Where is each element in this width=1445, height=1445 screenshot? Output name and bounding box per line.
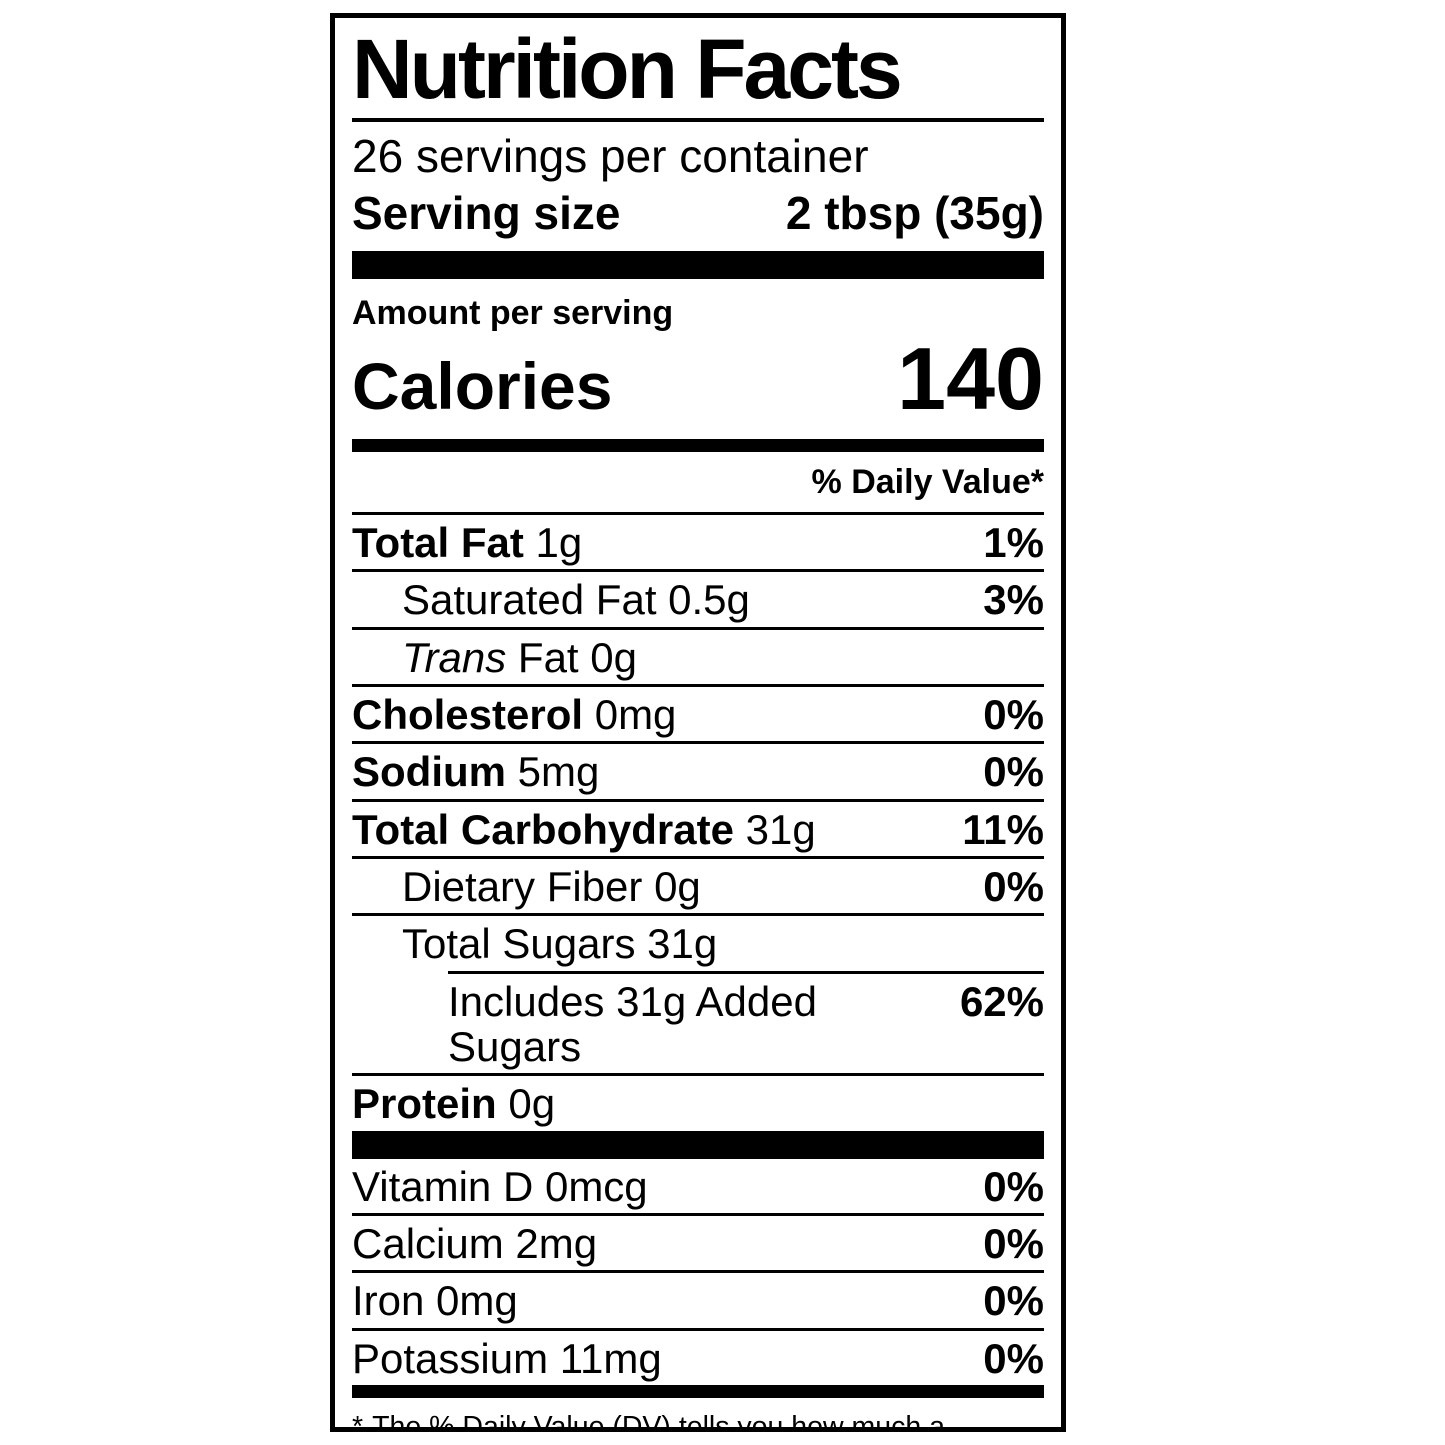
- vitamin-row-vitamin-d-0mcg: Vitamin D 0mcg 0%: [352, 1159, 1044, 1213]
- footnote-asterisk: *: [352, 1411, 364, 1432]
- nutrient-row-sodium: Sodium 5mg 0%: [352, 744, 1044, 798]
- row-daily-value: 11%: [962, 805, 1044, 853]
- row-divider: [352, 1327, 1044, 1331]
- row-label: Sodium 5mg: [352, 748, 600, 796]
- nutrition-facts-label: Nutrition Facts 26 servings per containe…: [330, 13, 1066, 1432]
- daily-value-header: % Daily Value*: [811, 462, 1044, 501]
- row-divider: [448, 970, 1044, 974]
- serving-size-row: Serving size 2 tbsp (35g): [352, 186, 1044, 240]
- row-label: Protein 0g: [352, 1080, 556, 1128]
- row-divider: [352, 798, 1044, 802]
- medium-bar-calories: [352, 438, 1044, 452]
- thick-bar-protein: [352, 1130, 1044, 1159]
- calories-row: Calories 140: [352, 328, 1044, 428]
- row-label: Dietary Fiber 0g: [402, 862, 701, 910]
- row-divider: [352, 1213, 1044, 1217]
- row-divider: [352, 683, 1044, 687]
- calories-label: Calories: [352, 348, 613, 423]
- servings-per-container: 26 servings per container: [352, 130, 869, 183]
- row-divider: [352, 569, 1044, 573]
- row-daily-value: 0%: [983, 1220, 1044, 1268]
- row-label: Saturated Fat 0.5g: [402, 576, 750, 624]
- row-label: Total Carbohydrate 31g: [352, 805, 816, 853]
- row-daily-value: 0%: [983, 1277, 1044, 1325]
- footnote-text: The % Daily Value (DV) tells you how muc…: [372, 1411, 945, 1432]
- row-label: Total Sugars 31g: [402, 920, 718, 968]
- nutrient-row-total-carbohydrate: Total Carbohydrate 31g 11%: [352, 802, 1044, 856]
- amount-per-serving-label: Amount per serving: [352, 294, 674, 333]
- footnote: * The % Daily Value (DV) tells you how m…: [352, 1398, 1044, 1432]
- row-daily-value: 0%: [983, 862, 1044, 910]
- vitamin-row-iron-0mg: Iron 0mg 0%: [352, 1273, 1044, 1327]
- vitamin-row-potassium-11mg: Potassium 11mg 0%: [352, 1331, 1044, 1385]
- row-divider: [352, 855, 1044, 859]
- nutrient-row-trans: Trans Fat 0g: [352, 630, 1044, 684]
- row-divider: [352, 626, 1044, 630]
- calories-value: 140: [897, 328, 1044, 428]
- row-daily-value: 0%: [983, 1162, 1044, 1210]
- medium-bar-footnote: [352, 1385, 1044, 1399]
- row-label: Trans Fat 0g: [402, 633, 637, 681]
- nutrient-rows: Total Fat 1g 1% Saturated Fat 0.5g 3% Trans …: [352, 511, 1044, 1131]
- row-divider: [352, 913, 1044, 917]
- row-label: Calcium 2mg: [352, 1220, 598, 1268]
- row-daily-value: 1%: [983, 518, 1044, 566]
- thick-bar-top: [352, 251, 1044, 280]
- row-label: Potassium 11mg: [352, 1334, 662, 1382]
- vitamin-row-calcium-2mg: Calcium 2mg 0%: [352, 1216, 1044, 1270]
- row-label: Total Fat 1g: [352, 518, 583, 566]
- row-label: Iron 0mg: [352, 1277, 518, 1325]
- row-label: Cholesterol 0mg: [352, 690, 677, 738]
- row-label: Includes 31g Added Sugars: [448, 977, 817, 1071]
- title-divider: [352, 118, 1044, 123]
- serving-size-value: 2 tbsp (35g): [785, 186, 1044, 239]
- row-daily-value: 0%: [983, 690, 1044, 738]
- nutrient-row-total-fat: Total Fat 1g 1%: [352, 515, 1044, 569]
- nutrient-row-saturated-fat: Saturated Fat 0.5g 3%: [352, 572, 1044, 626]
- row-divider: [352, 741, 1044, 745]
- row-daily-value: 0%: [983, 1334, 1044, 1382]
- nutrient-row-total-sugars: Total Sugars 31g: [352, 916, 1044, 970]
- row-daily-value: 62%: [959, 977, 1044, 1025]
- serving-size-label: Serving size: [352, 186, 621, 239]
- nutrient-row-cholesterol: Cholesterol 0mg 0%: [352, 687, 1044, 741]
- vitamin-rows: Vitamin D 0mcg 0% Calcium 2mg 0% Iron 0mg 0% P…: [352, 1159, 1044, 1385]
- nutrient-row-includes-31g-added-sugars: Includes 31g Added Sugars 62%: [352, 974, 1044, 1074]
- row-daily-value: 0%: [983, 748, 1044, 796]
- row-divider: [352, 511, 1044, 515]
- row-divider: [352, 1073, 1044, 1077]
- row-divider: [352, 1270, 1044, 1274]
- nutrient-row-protein: Protein 0g: [352, 1076, 1044, 1130]
- row-daily-value: 3%: [983, 576, 1044, 624]
- label-title: Nutrition Facts: [352, 22, 903, 116]
- row-label: Vitamin D 0mcg: [352, 1162, 648, 1210]
- nutrient-row-dietary-fiber: Dietary Fiber 0g 0%: [352, 859, 1044, 913]
